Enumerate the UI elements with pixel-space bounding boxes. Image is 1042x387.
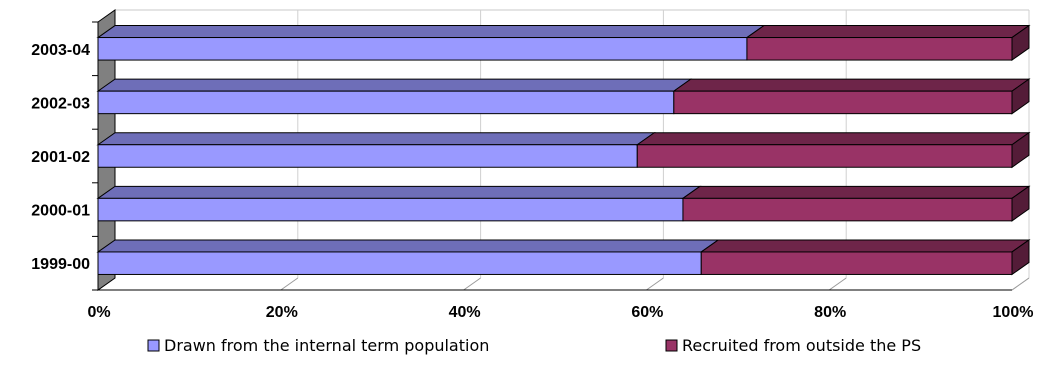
- legend-swatch: [147, 339, 160, 352]
- bar-side-face: [1011, 24, 1030, 62]
- floor-tick-line: [1011, 277, 1030, 291]
- bar-top-face: [681, 185, 1031, 199]
- bar-top-face: [96, 78, 693, 92]
- floor-tick-line: [280, 277, 299, 291]
- bar-top-face: [699, 239, 1031, 253]
- bar-side-face: [1011, 238, 1030, 276]
- bar-side-face: [1011, 78, 1030, 115]
- bar-top-face: [672, 78, 1031, 92]
- legend-label: Drawn from the internal term population: [164, 336, 489, 355]
- x-tick-label: 60%: [631, 304, 663, 321]
- bar-top-face: [96, 239, 720, 253]
- x-tick-label: 80%: [814, 304, 846, 321]
- legend-swatch: [665, 339, 678, 352]
- bar-top-face: [96, 185, 702, 199]
- y-tick-label: 2001-02: [31, 149, 90, 166]
- legend-label: Recruited from outside the PS: [682, 336, 921, 355]
- x-tick-label: 0%: [87, 304, 110, 321]
- floor-tick-line: [463, 277, 481, 291]
- bar-segment: [746, 37, 1013, 61]
- bar-top-face: [96, 132, 656, 146]
- bar-top-face: [96, 25, 766, 39]
- bar-segment: [97, 197, 684, 222]
- bar-top-face: [635, 132, 1031, 146]
- y-tick-label: 1999-00: [31, 256, 90, 273]
- y-tick-label: 2000-01: [31, 203, 90, 220]
- floor-tick-line: [646, 277, 664, 291]
- y-tick-label: 2003-04: [31, 42, 90, 59]
- bar-segment: [636, 144, 1013, 168]
- x-tick-label: 100%: [993, 304, 1034, 321]
- bar-segment: [97, 90, 675, 115]
- bar-segment: [97, 37, 748, 61]
- bar-side-face: [1011, 131, 1030, 169]
- bar-segment: [97, 251, 702, 275]
- bar-segment: [682, 197, 1013, 222]
- bar-segment: [97, 144, 638, 168]
- bar-side-face: [1011, 185, 1030, 222]
- bar-segment: [700, 251, 1013, 275]
- bar-top-face: [745, 25, 1031, 39]
- x-tick-label: 20%: [266, 304, 298, 321]
- floor-tick-line: [828, 277, 847, 291]
- x-tick-label: 40%: [449, 304, 481, 321]
- bar-segment: [673, 90, 1013, 115]
- y-tick-label: 2002-03: [31, 95, 90, 112]
